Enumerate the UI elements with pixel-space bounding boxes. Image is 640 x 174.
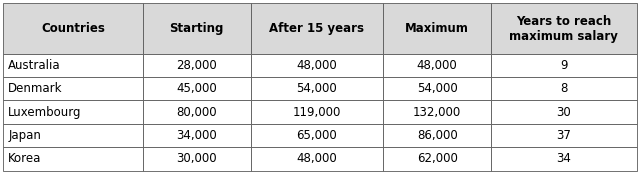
Bar bbox=[3, 77, 143, 100]
Text: Japan: Japan bbox=[8, 129, 41, 142]
Text: 30: 30 bbox=[557, 106, 572, 118]
Text: Maximum: Maximum bbox=[405, 22, 469, 35]
Bar bbox=[143, 3, 250, 54]
Text: Korea: Korea bbox=[8, 152, 42, 165]
Bar bbox=[250, 124, 383, 147]
Bar bbox=[250, 100, 383, 124]
Text: 28,000: 28,000 bbox=[176, 59, 217, 72]
Bar bbox=[383, 54, 491, 77]
Bar bbox=[250, 147, 383, 171]
Text: 48,000: 48,000 bbox=[296, 152, 337, 165]
Text: Starting: Starting bbox=[170, 22, 224, 35]
Text: Australia: Australia bbox=[8, 59, 61, 72]
Bar bbox=[383, 147, 491, 171]
Text: 8: 8 bbox=[560, 82, 568, 95]
Text: 48,000: 48,000 bbox=[296, 59, 337, 72]
Text: Denmark: Denmark bbox=[8, 82, 63, 95]
Text: 34,000: 34,000 bbox=[176, 129, 217, 142]
Text: 30,000: 30,000 bbox=[177, 152, 217, 165]
Bar bbox=[250, 3, 383, 54]
Bar bbox=[491, 3, 637, 54]
Bar bbox=[383, 124, 491, 147]
Bar bbox=[383, 100, 491, 124]
Text: 80,000: 80,000 bbox=[177, 106, 217, 118]
Bar bbox=[491, 77, 637, 100]
Text: 48,000: 48,000 bbox=[417, 59, 458, 72]
Bar bbox=[383, 77, 491, 100]
Text: 86,000: 86,000 bbox=[417, 129, 458, 142]
Text: 62,000: 62,000 bbox=[417, 152, 458, 165]
Bar bbox=[3, 54, 143, 77]
Text: 119,000: 119,000 bbox=[292, 106, 341, 118]
Bar bbox=[491, 54, 637, 77]
Bar bbox=[491, 147, 637, 171]
Bar bbox=[143, 100, 250, 124]
Text: 65,000: 65,000 bbox=[296, 129, 337, 142]
Text: 34: 34 bbox=[556, 152, 572, 165]
Text: Countries: Countries bbox=[41, 22, 105, 35]
Text: 37: 37 bbox=[556, 129, 572, 142]
Text: Luxembourg: Luxembourg bbox=[8, 106, 82, 118]
Bar bbox=[3, 3, 143, 54]
Text: 54,000: 54,000 bbox=[296, 82, 337, 95]
Text: 45,000: 45,000 bbox=[176, 82, 217, 95]
Bar bbox=[250, 54, 383, 77]
Bar bbox=[3, 147, 143, 171]
Bar bbox=[143, 77, 250, 100]
Bar bbox=[143, 147, 250, 171]
Bar bbox=[143, 124, 250, 147]
Text: 132,000: 132,000 bbox=[413, 106, 461, 118]
Bar bbox=[491, 124, 637, 147]
Bar bbox=[383, 3, 491, 54]
Text: 54,000: 54,000 bbox=[417, 82, 458, 95]
Text: Years to reach
maximum salary: Years to reach maximum salary bbox=[509, 15, 618, 42]
Bar bbox=[3, 124, 143, 147]
Text: 9: 9 bbox=[560, 59, 568, 72]
Bar bbox=[143, 54, 250, 77]
Bar bbox=[250, 77, 383, 100]
Bar bbox=[3, 100, 143, 124]
Text: After 15 years: After 15 years bbox=[269, 22, 364, 35]
Bar bbox=[491, 100, 637, 124]
